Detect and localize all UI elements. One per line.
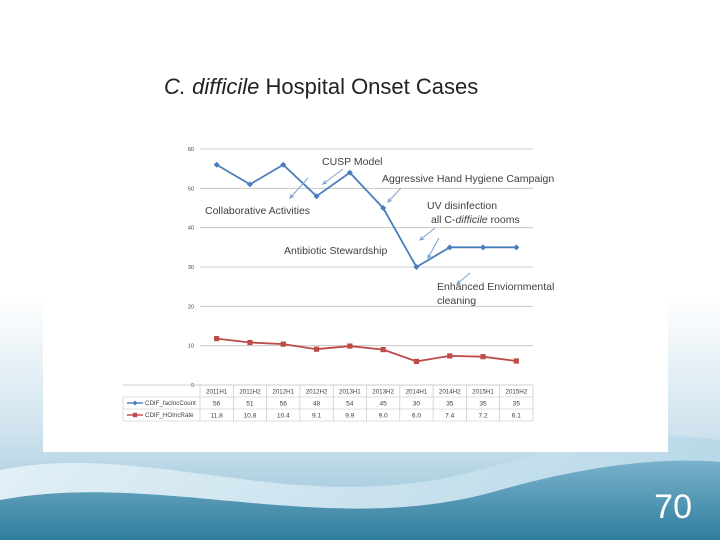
annotation-uv: all C-difficile rooms xyxy=(431,214,520,226)
table-cell: 6.0 xyxy=(412,412,421,419)
annotation-collab: Collaborative Activities xyxy=(205,205,310,217)
table-cell: 10.4 xyxy=(277,412,290,419)
table-cell: 7.2 xyxy=(478,412,487,419)
legend-marker-2 xyxy=(132,412,138,418)
data-point xyxy=(280,161,287,168)
data-point xyxy=(446,244,453,251)
annotation-hygiene: Aggressive Hand Hygiene Campaign xyxy=(382,173,554,185)
annotation-enhanced: Enhanced Enviornmental xyxy=(437,281,554,293)
data-point xyxy=(380,347,386,353)
arrow-cusp-head xyxy=(322,180,328,185)
y-tick-label: 0 xyxy=(191,383,194,389)
table-cell: 56 xyxy=(280,400,288,407)
y-tick-label: 40 xyxy=(188,226,194,232)
table-cell: 45 xyxy=(379,400,387,407)
table-cell: 54 xyxy=(346,400,354,407)
chart-title-rest: Hospital Onset Cases xyxy=(259,74,478,99)
data-point xyxy=(447,353,453,359)
data-point xyxy=(214,335,220,342)
legend-marker-1 xyxy=(132,400,138,406)
chart-panel: C. difficile Hospital Onset Cases 0 10 20 3… xyxy=(43,52,668,452)
table-cell: 48 xyxy=(313,400,321,407)
data-point xyxy=(280,341,286,347)
arrow-hygiene-head xyxy=(387,198,392,203)
chart-title: C. difficile Hospital Onset Cases xyxy=(164,74,478,99)
legend-label-1: CDIF_facIncCount xyxy=(145,400,196,407)
table-cell: 56 xyxy=(213,400,221,407)
arrow-uv xyxy=(419,227,436,241)
table-cell: 35 xyxy=(513,400,521,407)
y-tick-label: 30 xyxy=(188,265,194,271)
data-point xyxy=(213,161,220,168)
arrow-antibiotic xyxy=(427,237,440,259)
annotation-abx: Antibiotic Stewardship xyxy=(284,245,387,257)
data-point xyxy=(480,354,486,360)
series-line-2 xyxy=(216,337,517,363)
arrow-uv-head xyxy=(419,236,425,241)
data-point xyxy=(413,264,420,270)
table-cell: 6.1 xyxy=(512,412,521,419)
chart-title-italic: C. difficile xyxy=(164,74,259,99)
slide-number: 70 xyxy=(654,488,692,526)
x-tick-label: 2012H2 xyxy=(306,389,328,396)
data-point xyxy=(346,169,353,176)
data-point xyxy=(313,193,320,200)
table-cell: 10.8 xyxy=(244,412,257,419)
arrow-enhanced xyxy=(456,272,471,285)
annotation-cusp: CUSP Model xyxy=(322,156,383,168)
data-point xyxy=(413,358,420,364)
table-cell: 30 xyxy=(413,400,421,407)
x-tick-label: 2013H1 xyxy=(339,389,361,396)
arrow-collaborative xyxy=(289,177,309,199)
y-tick-label: 20 xyxy=(188,304,194,310)
x-tick-label: 2013H2 xyxy=(372,389,394,396)
table-cell: 9.9 xyxy=(345,412,354,419)
x-tick-label: 2015H2 xyxy=(506,389,528,396)
arrow-antibiotic-head xyxy=(427,253,432,260)
table-cell: 11.8 xyxy=(210,412,223,419)
data-point xyxy=(380,205,387,211)
legend-label-2: CDIF_HOIncRate xyxy=(145,412,194,419)
y-tick-label: 50 xyxy=(188,186,194,192)
arrow-collaborative-head xyxy=(289,194,294,199)
x-tick-label: 2015H1 xyxy=(472,389,494,396)
arrow-enhanced-head xyxy=(456,280,461,285)
annotation-enhanced: cleaning xyxy=(437,295,476,307)
x-tick-label: 2012H1 xyxy=(272,389,294,396)
data-point xyxy=(513,244,520,251)
data-point xyxy=(480,244,487,251)
data-point xyxy=(513,358,519,364)
table-cell: 7.4 xyxy=(445,412,454,419)
y-tick-label: 60 xyxy=(188,147,194,153)
x-tick-label: 2014H1 xyxy=(406,389,428,396)
series-line-1 xyxy=(216,163,517,268)
annotation-uv: UV disinfection xyxy=(427,200,497,212)
y-tick-label: 10 xyxy=(188,344,194,350)
arrow-cusp xyxy=(322,168,344,185)
x-tick-label: 2014H2 xyxy=(439,389,461,396)
x-tick-label: 2011H2 xyxy=(239,389,261,396)
table-cell: 35 xyxy=(479,400,487,407)
table-cell: 9.0 xyxy=(379,412,388,419)
x-tick-label: 2011H1 xyxy=(206,389,228,396)
line-chart: C. difficile Hospital Onset Cases 0 10 20 3… xyxy=(122,74,554,422)
arrow-hygiene xyxy=(387,187,402,203)
table-cell: 35 xyxy=(446,400,454,407)
data-point xyxy=(246,181,253,188)
table-cell: 9.1 xyxy=(312,412,321,419)
data-point xyxy=(347,343,353,349)
table-cell: 51 xyxy=(246,400,254,407)
data-point xyxy=(313,346,320,352)
data-point xyxy=(247,339,253,346)
